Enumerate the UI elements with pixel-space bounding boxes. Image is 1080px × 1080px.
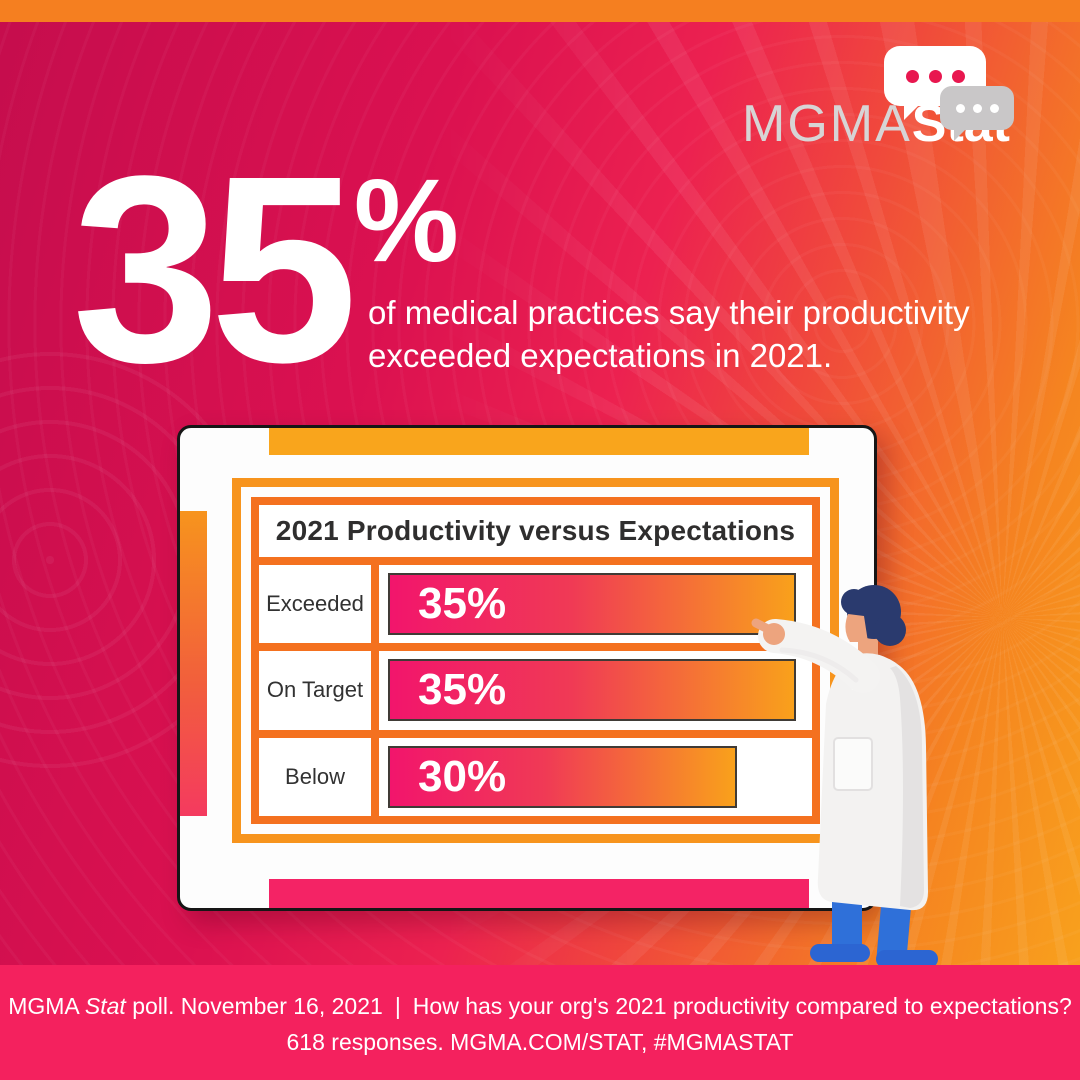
bubble-dot bbox=[989, 103, 999, 113]
footer-separator: | bbox=[394, 993, 401, 1019]
headline-line2: exceeded expectations in 2021. bbox=[368, 336, 833, 374]
footer-stat-italic: Stat bbox=[84, 993, 126, 1019]
footer-brand: MGMA bbox=[8, 993, 79, 1019]
speech-bubble-small-icon bbox=[940, 86, 1014, 141]
shoe bbox=[876, 950, 938, 968]
bar-value-label: 35% bbox=[418, 579, 507, 629]
face bbox=[845, 614, 868, 642]
stat-value: 35 bbox=[72, 121, 358, 418]
coat-shading bbox=[890, 666, 924, 908]
bubble-dot bbox=[972, 103, 982, 113]
headline-subtitle: of medical practices say their productiv… bbox=[368, 292, 1008, 378]
top-orange-strip bbox=[0, 0, 1080, 22]
arm-shading bbox=[779, 647, 859, 683]
raised-arm bbox=[758, 619, 880, 693]
bar-value-label: 35% bbox=[418, 665, 507, 715]
shoe bbox=[810, 944, 870, 962]
bubble-dot bbox=[928, 69, 942, 83]
bar-value-label: 30% bbox=[418, 751, 507, 801]
footer-poll-info: poll. November 16, 2021 bbox=[132, 993, 383, 1019]
footer-bar: MGMA Stat poll. November 16, 2021 | How ha… bbox=[0, 965, 1080, 1080]
bubble-dot bbox=[905, 69, 919, 83]
presentation-board: 2021 Productivity versus Expectations Ex… bbox=[177, 425, 877, 911]
bar-below: 30% bbox=[388, 745, 738, 808]
board-top-tab bbox=[269, 428, 809, 455]
bar-cell: 30% bbox=[379, 738, 812, 816]
headline-line1: of medical practices say their productiv… bbox=[368, 294, 970, 331]
board-bottom-tab bbox=[269, 879, 809, 908]
footer-question: How has your org's 2021 productivity com… bbox=[412, 993, 1072, 1019]
bar-exceeded: 35% bbox=[388, 573, 796, 636]
row-label: Exceeded bbox=[259, 565, 379, 644]
row-label: Below bbox=[259, 737, 379, 816]
chart-row-below: Below 30% bbox=[259, 729, 812, 816]
row-label: On Target bbox=[259, 651, 379, 730]
bubble-dot bbox=[951, 69, 965, 83]
pointing-finger bbox=[751, 618, 779, 637]
hair bbox=[874, 614, 906, 646]
chart-row-on-target: On Target 35% bbox=[259, 643, 812, 730]
coat-pocket bbox=[833, 737, 873, 791]
productivity-chart: 2021 Productivity versus Expectations Ex… bbox=[251, 497, 820, 824]
board-left-strip bbox=[180, 511, 207, 816]
doctor-illustration bbox=[751, 585, 938, 968]
bubble-dot bbox=[955, 103, 965, 113]
hair bbox=[841, 589, 867, 615]
headline-stat: 35 % bbox=[72, 121, 459, 418]
bar-cell: 35% bbox=[379, 565, 812, 643]
chart-outer-frame: 2021 Productivity versus Expectations Ex… bbox=[232, 478, 839, 843]
footer-line1: MGMA Stat poll. November 16, 2021 | How ha… bbox=[0, 993, 1080, 1020]
chart-title: 2021 Productivity versus Expectations bbox=[259, 505, 812, 565]
chart-row-exceeded: Exceeded 35% bbox=[259, 565, 812, 644]
bar-on-target: 35% bbox=[388, 659, 796, 722]
bar-cell: 35% bbox=[379, 651, 812, 729]
logo-mgma-text: MGMA bbox=[742, 95, 912, 153]
stat-percent-sign: % bbox=[353, 155, 459, 287]
footer-line2: 618 responses. MGMA.COM/STAT, #MGMASTAT bbox=[286, 1029, 794, 1055]
